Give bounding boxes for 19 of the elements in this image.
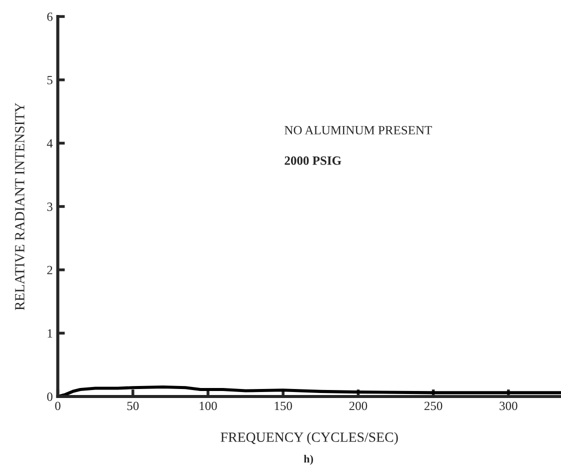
- y-tick-label: 6: [47, 12, 53, 21]
- y-axis-title: RELATIVE RADIANT INTENSITY: [15, 102, 24, 310]
- y-tick-label: 4: [46, 139, 53, 148]
- x-tick-label: 100: [200, 402, 217, 410]
- annotation: NO ALUMINUM PRESENT: [284, 126, 432, 134]
- y-tick-label: 3: [47, 202, 52, 211]
- x-tick-label: 0: [55, 402, 60, 410]
- x-tick-label: 300: [500, 402, 518, 410]
- x-tick-label: 150: [274, 402, 292, 410]
- x-tick-label: 50: [127, 402, 139, 410]
- y-tick-label: 5: [47, 76, 52, 84]
- annotation: 2000 PSIG: [284, 156, 342, 165]
- text: h): [304, 454, 313, 465]
- y-tick-label: 0: [47, 392, 52, 401]
- x-tick-label: 200: [349, 402, 368, 410]
- x-axis-title: FREQUENCY (CYCLES/SEC): [220, 432, 398, 445]
- x-tick-label: 250: [424, 402, 442, 410]
- y-tick-label: 1: [48, 329, 52, 338]
- y-tick-label: 2: [47, 266, 52, 274]
